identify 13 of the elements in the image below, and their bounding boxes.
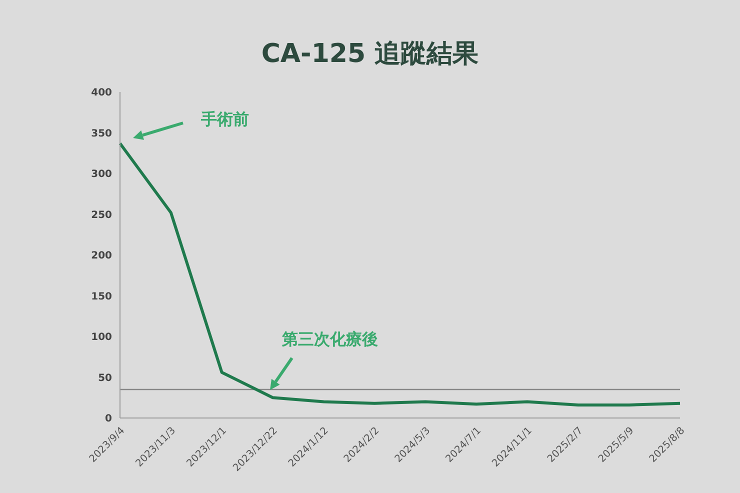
annotation: 手術前 — [200, 109, 249, 128]
annotation: 第三次化療後 — [281, 329, 378, 348]
chart-title: CA-125 追蹤結果 — [260, 38, 480, 71]
y-tick-label: 0 — [105, 414, 112, 425]
y-tick-label: 400 — [91, 88, 112, 99]
y-tick-label: 250 — [91, 210, 112, 221]
y-tick-label: 150 — [91, 291, 112, 302]
y-tick-label: 350 — [91, 128, 112, 140]
y-tick-label: 100 — [91, 332, 112, 344]
y-tick-label: 50 — [98, 372, 112, 384]
line-series — [118, 142, 682, 406]
y-tick-label: 200 — [91, 250, 112, 262]
y-tick-label: 300 — [91, 169, 112, 180]
